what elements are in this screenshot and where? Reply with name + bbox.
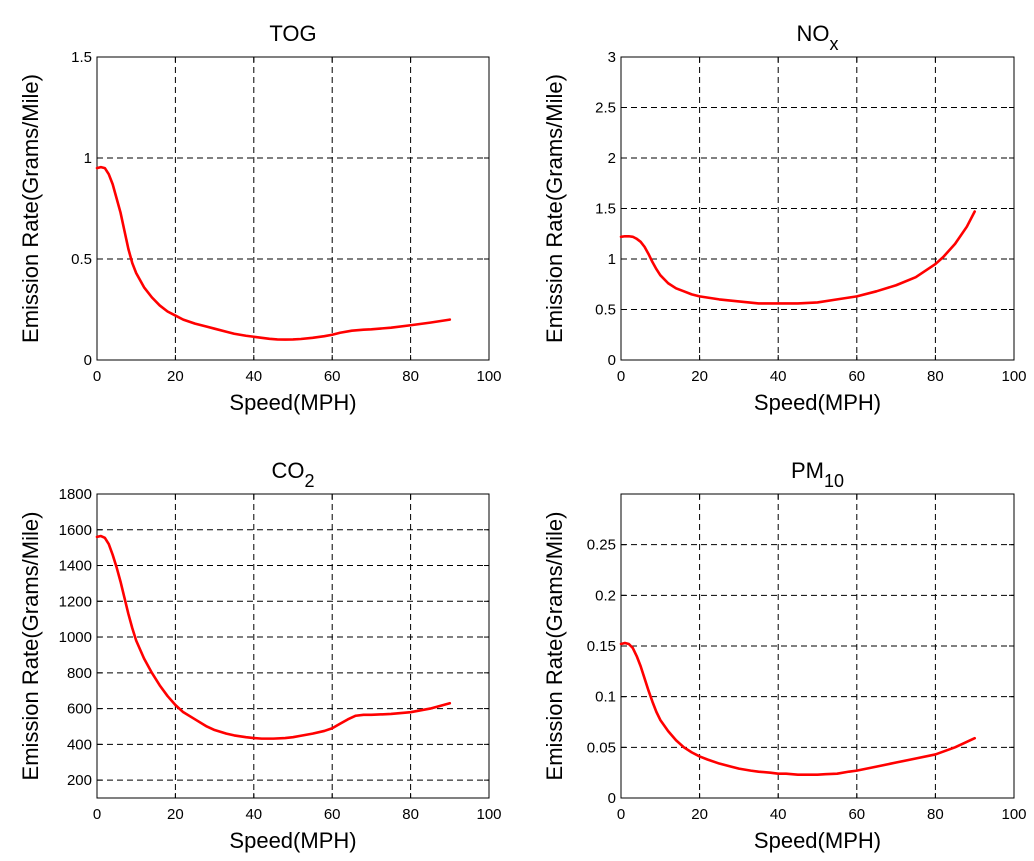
chart-title: PM10: [791, 458, 844, 491]
y-tick-label: 0.15: [587, 638, 616, 655]
x-tick-label: 0: [617, 806, 625, 823]
x-tick-label: 80: [927, 368, 944, 385]
x-tick-label: 100: [476, 806, 501, 823]
x-tick-label: 20: [167, 368, 184, 385]
y-tick-label: 600: [67, 701, 92, 718]
y-tick-label: 0.25: [587, 537, 616, 554]
x-tick-label: 0: [617, 368, 625, 385]
y-axis-label: Emission Rate(Grams/Mile): [18, 512, 43, 781]
plot-area: [96, 493, 490, 799]
x-tick-label: 40: [770, 368, 787, 385]
chart-title: TOG: [269, 21, 316, 46]
y-tick-label: 1800: [59, 486, 92, 503]
y-tick-label: 800: [67, 665, 92, 682]
x-tick-label: 100: [1001, 368, 1026, 385]
x-axis-label: Speed(MPH): [229, 828, 356, 853]
y-tick-label: 1600: [59, 522, 92, 539]
y-tick-label: 0.05: [587, 739, 616, 756]
y-tick-label: 0: [84, 352, 92, 369]
series-line-nox: [619, 210, 976, 305]
chart-panel-co2: 0 20 40 60 80 100 200 400 600 800 1000 1200 1400 1600…: [18, 458, 502, 853]
x-tick-label: 60: [324, 368, 341, 385]
chart-panel-pm10: 0 20 40 60 80 100 0 0.05 0.1 0.15 0.2 0.25 PM10 Speed…: [542, 458, 1027, 853]
y-tick-label: 1.5: [71, 49, 92, 66]
y-tick-label: 1000: [59, 629, 92, 646]
chart-panel-tog: 0 20 40 60 80 100 0 0.5 1 1.5 TOG Speed(MPH) Emissio…: [18, 21, 502, 415]
x-tick-label: 60: [848, 368, 865, 385]
y-tick-label: 2.5: [595, 100, 616, 117]
y-tick-label: 1.5: [595, 201, 616, 218]
y-tick-label: 200: [67, 772, 92, 789]
plot-area: [96, 56, 490, 361]
y-axis-label: Emission Rate(Grams/Mile): [542, 74, 567, 343]
chart-panel-nox: 0 20 40 60 80 100 0 0.5 1 1.5 2 2.5 3 NOx Speed(MPH) Em…: [542, 21, 1027, 415]
x-tick-label: 80: [402, 806, 419, 823]
x-tick-label: 20: [691, 806, 708, 823]
y-tick-label: 2: [608, 150, 616, 167]
series-line-pm10: [619, 641, 976, 776]
x-tick-label: 20: [167, 806, 184, 823]
x-tick-label: 40: [245, 806, 262, 823]
x-axis-label: Speed(MPH): [754, 828, 881, 853]
chart-title: NOx: [797, 21, 839, 54]
series-line-co2: [95, 534, 452, 740]
y-tick-label: 1200: [59, 593, 92, 610]
y-tick-label: 1: [608, 251, 616, 268]
y-tick-label: 1400: [59, 558, 92, 575]
series-line-tog: [95, 165, 452, 341]
x-tick-label: 20: [691, 368, 708, 385]
y-axis-label: Emission Rate(Grams/Mile): [542, 512, 567, 781]
x-tick-label: 80: [927, 806, 944, 823]
y-tick-label: 3: [608, 49, 616, 66]
x-tick-label: 100: [1001, 806, 1026, 823]
y-tick-label: 0.1: [595, 689, 616, 706]
x-tick-label: 0: [93, 368, 101, 385]
y-tick-label: 0.2: [595, 587, 616, 604]
x-tick-label: 80: [402, 368, 419, 385]
x-tick-label: 60: [324, 806, 341, 823]
y-tick-label: 0: [608, 352, 616, 369]
y-tick-label: 0.5: [595, 302, 616, 319]
x-tick-label: 100: [476, 368, 501, 385]
x-tick-label: 60: [848, 806, 865, 823]
y-tick-label: 0.5: [71, 251, 92, 268]
x-axis-label: Speed(MPH): [754, 390, 881, 415]
x-tick-label: 0: [93, 806, 101, 823]
y-tick-label: 0: [608, 790, 616, 807]
x-tick-label: 40: [245, 368, 262, 385]
x-axis-label: Speed(MPH): [229, 390, 356, 415]
x-tick-label: 40: [770, 806, 787, 823]
y-tick-label: 1: [84, 150, 92, 167]
y-tick-label: 400: [67, 736, 92, 753]
y-axis-label: Emission Rate(Grams/Mile): [18, 74, 43, 343]
chart-title: CO2: [271, 458, 314, 491]
